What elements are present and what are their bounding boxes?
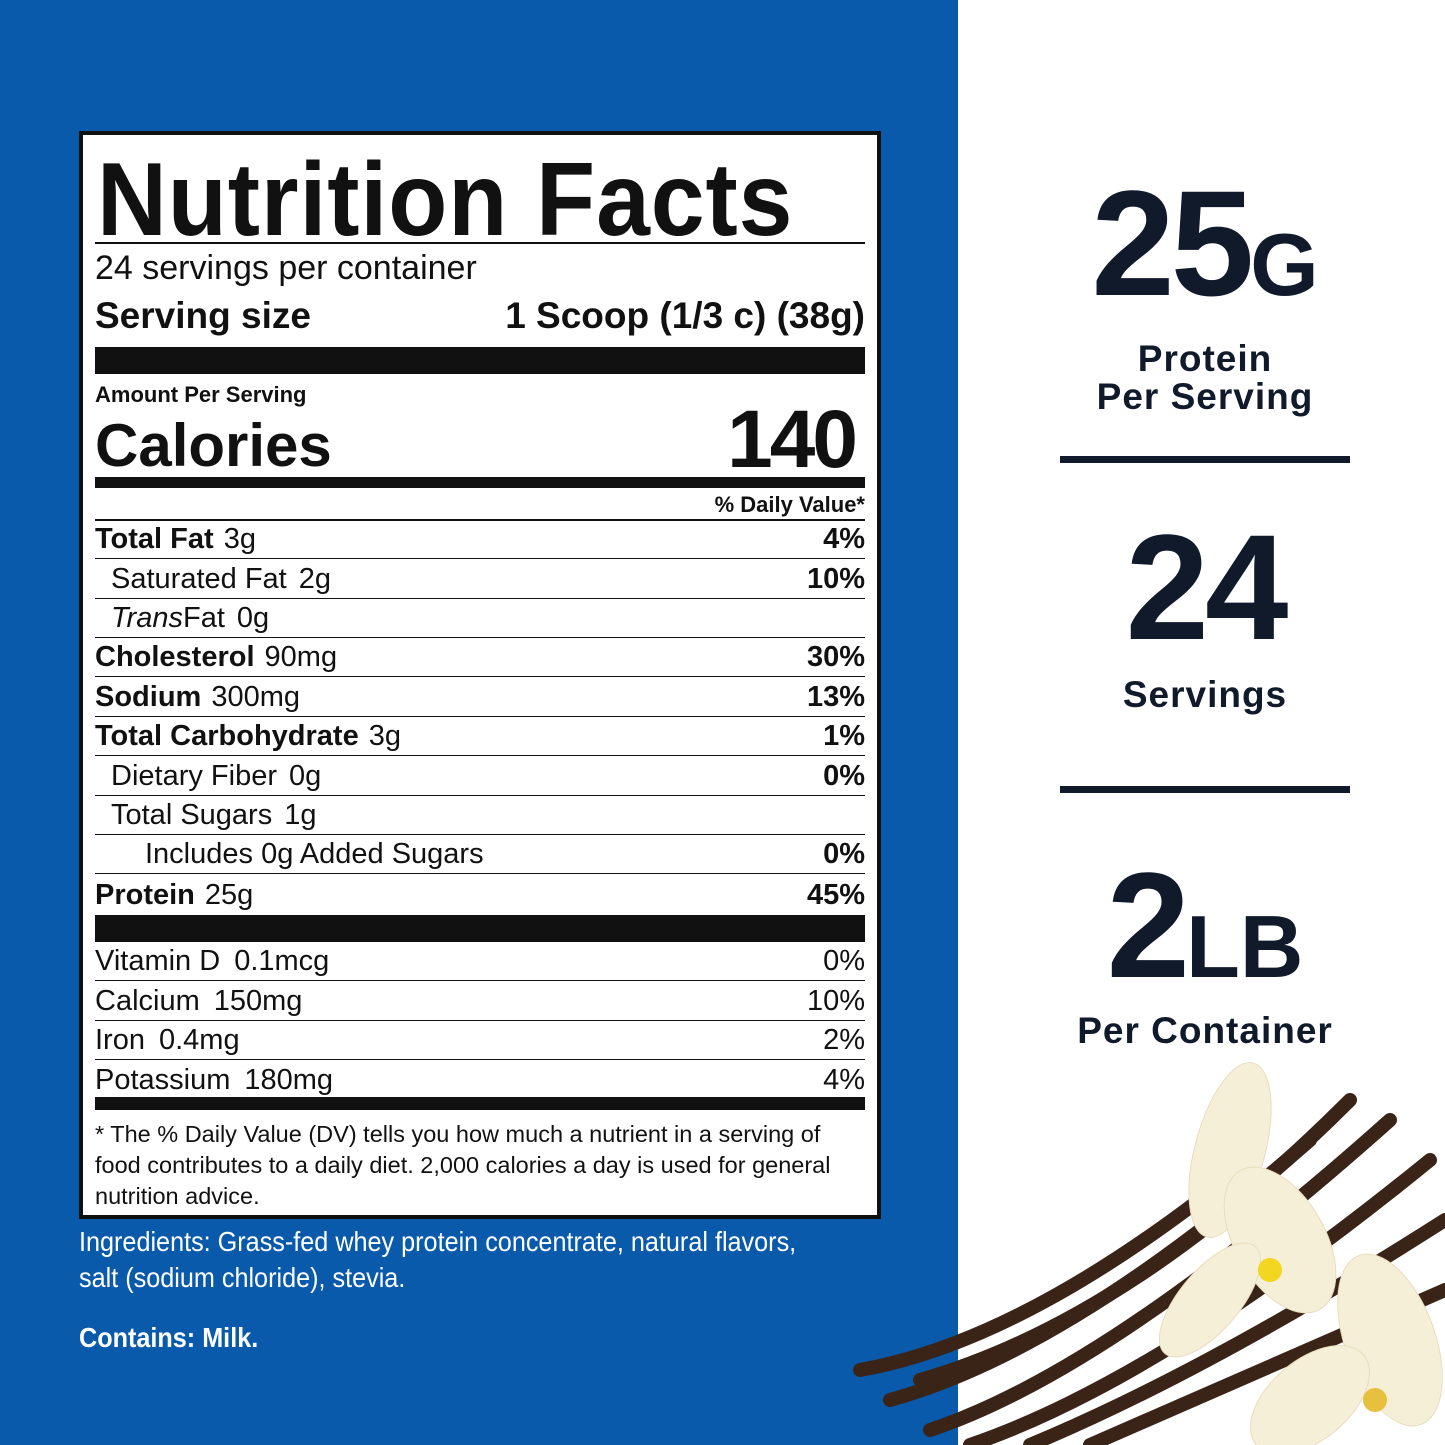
nutrient-daily-value: 30% bbox=[806, 641, 865, 674]
highlight-weight: 2LB Per Container bbox=[1040, 850, 1370, 1050]
divider bbox=[95, 519, 865, 521]
vanilla-beans-and-flowers-image bbox=[853, 1062, 1445, 1445]
nutrient-name: Includes 0g Added Sugars bbox=[145, 838, 484, 871]
serving-size-row: Serving size 1 Scoop (1/3 c) (38g) bbox=[95, 295, 865, 337]
serving-size-value: 1 Scoop (1/3 c) (38g) bbox=[505, 295, 865, 336]
vitamin-dv: 0% bbox=[823, 945, 865, 978]
nutrient-name: Total Carbohydrate bbox=[95, 720, 359, 753]
nutrient-name: Total Fat bbox=[95, 523, 214, 556]
nutrient-daily-value: 0% bbox=[823, 759, 865, 792]
nutrient-daily-value: 13% bbox=[806, 680, 865, 713]
nutrient-amount: 3g bbox=[223, 523, 256, 556]
amount-per-serving: Amount Per Serving bbox=[95, 382, 307, 407]
nutrient-row: Sodium 300mg 13% bbox=[95, 678, 865, 717]
ingredients-line-1: Ingredients: Grass-fed whey protein conc… bbox=[79, 1226, 797, 1257]
nutrient-daily-value: 45% bbox=[806, 878, 865, 911]
nutrient-daily-value: 1% bbox=[823, 720, 865, 753]
nutrient-amount: 3g bbox=[368, 720, 401, 753]
highlight-caption: Servings bbox=[1122, 674, 1288, 715]
nutrient-row: Total Sugars 1g bbox=[95, 796, 865, 836]
vitamin-row: Potassium 180mg 4% bbox=[95, 1060, 865, 1099]
nutrient-daily-value: 4% bbox=[823, 523, 865, 556]
nutrition-facts-label: Nutrition Facts 24 servings per containe… bbox=[79, 131, 881, 1219]
vitamin-row: Vitamin D 0.1mcg 0% bbox=[95, 942, 865, 982]
medium-bar bbox=[95, 477, 865, 488]
vitamin-row: Iron 0.4mg 2% bbox=[95, 1021, 865, 1060]
nutrient-amount: 90mg bbox=[264, 641, 338, 674]
highlight-number: 24 bbox=[1125, 503, 1289, 671]
nutrient-name-suffix: Fat bbox=[182, 602, 225, 635]
servings-per-container: 24 servings per container bbox=[95, 249, 477, 287]
nutrient-name: Sodium bbox=[95, 680, 202, 713]
divider bbox=[1060, 456, 1350, 463]
highlight-unit: G bbox=[1250, 215, 1319, 314]
nutrient-row: Total Fat 3g 4% bbox=[95, 520, 865, 560]
vitamin-dv: 4% bbox=[823, 1064, 865, 1097]
nutrient-row: Cholesterol 90mg 30% bbox=[95, 638, 865, 678]
vitamin-row: Calcium 150mg 10% bbox=[95, 981, 865, 1021]
nutrient-name: Protein bbox=[95, 878, 195, 911]
vitamin-name: Vitamin D bbox=[95, 945, 221, 978]
nutrient-row: Dietary Fiber 0g 0% bbox=[95, 756, 865, 796]
footnote: * The % Daily Value (DV) tells you how m… bbox=[95, 1121, 831, 1209]
calories-value: 140 bbox=[727, 394, 858, 485]
vitamin-dv: 2% bbox=[823, 1023, 865, 1056]
thick-bar bbox=[95, 915, 865, 942]
contains-allergens: Contains: Milk. bbox=[79, 1322, 259, 1353]
vitamin-amount: 0.4mg bbox=[158, 1023, 240, 1056]
medium-bar bbox=[95, 1097, 865, 1110]
vitamin-amount: 0.1mcg bbox=[234, 945, 330, 978]
vitamin-name: Calcium bbox=[95, 984, 200, 1017]
vitamin-dv: 10% bbox=[806, 984, 865, 1017]
nutrient-row: Trans Fat 0g bbox=[95, 599, 865, 639]
nutrient-daily-value: 0% bbox=[823, 838, 865, 871]
nutrient-amount: 25g bbox=[204, 878, 254, 911]
calories-label: Calories bbox=[95, 412, 332, 479]
nutrient-row: Saturated Fat 2g 10% bbox=[95, 559, 865, 599]
nutrient-amount: 0g bbox=[236, 602, 270, 635]
nutrient-name: Trans bbox=[111, 602, 183, 635]
label-title: Nutrition Facts bbox=[97, 142, 794, 258]
vitamin-amount: 150mg bbox=[213, 984, 303, 1017]
nutrient-name: Total Sugars bbox=[111, 799, 273, 832]
highlight-caption: Per Container bbox=[1077, 1010, 1333, 1051]
divider bbox=[95, 242, 865, 244]
nutrient-row: Protein 25g 45% bbox=[95, 875, 865, 914]
daily-value-header: % Daily Value* bbox=[714, 492, 865, 517]
vitamin-amount: 180mg bbox=[244, 1064, 334, 1097]
serving-size-label: Serving size bbox=[95, 295, 311, 336]
vitamin-name: Iron bbox=[95, 1023, 145, 1056]
thick-bar bbox=[95, 347, 865, 374]
highlight-caption: Protein bbox=[1137, 338, 1273, 379]
highlight-unit: LB bbox=[1186, 897, 1304, 996]
nutrient-amount: 0g bbox=[289, 759, 322, 792]
nutrient-name: Dietary Fiber bbox=[111, 759, 277, 792]
nutrient-amount: 2g bbox=[298, 562, 331, 595]
highlight-caption: Per Serving bbox=[1096, 376, 1314, 417]
highlight-protein: 25G Protein Per Serving bbox=[1060, 168, 1350, 416]
nutrient-name: Cholesterol bbox=[95, 641, 255, 674]
nutrient-amount: 300mg bbox=[211, 680, 301, 713]
nutrient-daily-value: 10% bbox=[806, 562, 865, 595]
ingredients-line-2: salt (sodium chloride), stevia. bbox=[79, 1262, 406, 1293]
highlight-number: 2 bbox=[1106, 841, 1190, 1009]
nutrient-row: Includes 0g Added Sugars 0% bbox=[95, 835, 865, 875]
nutrient-amount: 1g bbox=[284, 799, 317, 832]
nutrient-row: Total Carbohydrate 3g 1% bbox=[95, 717, 865, 757]
highlight-servings: 24 Servings bbox=[1060, 512, 1350, 714]
divider bbox=[1060, 786, 1350, 793]
vitamin-name: Potassium bbox=[95, 1064, 231, 1097]
highlight-number: 25 bbox=[1091, 159, 1254, 327]
nutrient-name: Saturated Fat bbox=[111, 562, 287, 595]
